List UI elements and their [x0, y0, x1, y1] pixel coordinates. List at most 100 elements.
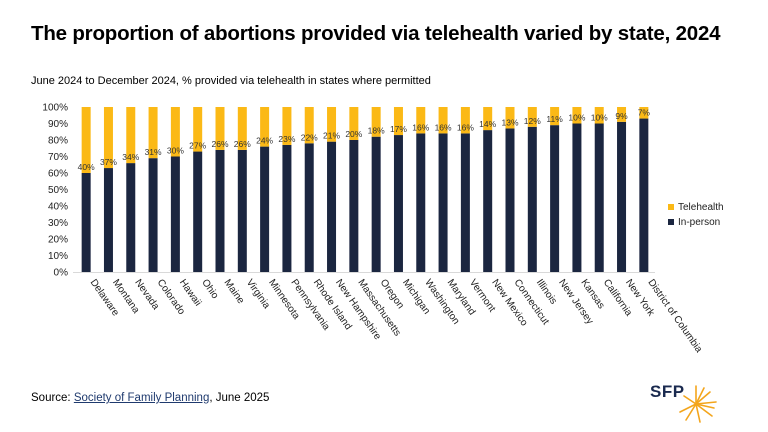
chart-title: The proportion of abortions provided via… — [31, 22, 721, 45]
bar-in-person — [170, 156, 180, 272]
y-tick-label: 0% — [54, 268, 69, 279]
bar-telehealth — [193, 107, 203, 152]
bar-in-person — [327, 141, 337, 272]
bar-in-person — [505, 128, 515, 272]
legend-swatch — [668, 204, 674, 210]
data-label: 26% — [234, 139, 251, 149]
data-label: 27% — [189, 141, 206, 151]
data-label: 23% — [278, 134, 295, 144]
bar-in-person — [193, 151, 203, 272]
bar-in-person — [393, 135, 403, 272]
bar-telehealth — [327, 107, 337, 142]
bar-telehealth — [148, 107, 158, 159]
data-label: 21% — [323, 131, 340, 141]
data-label: 10% — [591, 113, 608, 123]
bar-in-person — [371, 136, 381, 272]
bar-in-person — [527, 126, 537, 272]
bar-in-person — [103, 168, 113, 272]
bar-telehealth — [371, 107, 381, 137]
legend-swatch — [668, 219, 674, 225]
sunburst-icon — [679, 385, 717, 423]
data-label: 16% — [435, 122, 452, 132]
data-label: 37% — [100, 157, 117, 167]
bar-telehealth — [550, 107, 560, 126]
source-prefix: Source: — [31, 392, 74, 404]
y-tick-label: 50% — [48, 185, 68, 196]
bar-telehealth — [527, 107, 537, 127]
y-tick-label: 10% — [48, 251, 68, 262]
bar-in-person — [416, 133, 426, 272]
bar-in-person — [438, 133, 448, 272]
stacked-bar-chart: 0%10%20%30%40%50%60%70%80%90%100%40%Dela… — [42, 103, 724, 356]
bar-telehealth — [103, 107, 113, 169]
y-tick-label: 100% — [42, 103, 68, 114]
bar-telehealth — [126, 107, 136, 164]
bar-telehealth — [260, 107, 270, 147]
bar-telehealth — [282, 107, 292, 145]
bar-telehealth — [639, 107, 649, 119]
data-label: 11% — [546, 114, 563, 124]
data-label: 14% — [479, 119, 496, 129]
bar-telehealth — [304, 107, 314, 144]
x-tick-label: Maine — [222, 277, 247, 306]
y-tick-label: 30% — [48, 218, 68, 229]
data-label: 24% — [256, 136, 273, 146]
x-tick-label: Ohio — [199, 277, 220, 301]
bar-telehealth — [594, 107, 604, 124]
source-link[interactable]: Society of Family Planning — [73, 392, 210, 404]
bar-telehealth — [170, 107, 180, 157]
bar-telehealth — [460, 107, 470, 134]
bar-telehealth — [81, 107, 91, 173]
data-label: 22% — [301, 132, 318, 142]
data-label: 30% — [167, 146, 184, 156]
bar-in-person — [304, 143, 314, 272]
bar-in-person — [215, 149, 225, 272]
y-tick-label: 60% — [48, 169, 68, 180]
bar-in-person — [572, 123, 582, 272]
data-label: 16% — [412, 122, 429, 132]
bar-telehealth — [349, 107, 359, 140]
bar-in-person — [594, 123, 604, 272]
data-label: 31% — [145, 147, 162, 157]
data-label: 10% — [568, 113, 585, 123]
legend-label: Telehealth — [678, 202, 724, 213]
bar-in-person — [617, 121, 627, 272]
bar-in-person — [639, 118, 649, 272]
bar-telehealth — [237, 107, 247, 150]
bar-in-person — [126, 163, 136, 272]
y-tick-label: 90% — [48, 119, 68, 130]
data-label: 18% — [368, 126, 385, 136]
data-label: 16% — [457, 122, 474, 132]
data-label: 17% — [390, 124, 407, 134]
bar-telehealth — [483, 107, 493, 131]
bar-telehealth — [617, 107, 627, 122]
data-label: 26% — [211, 139, 228, 149]
bar-in-person — [81, 173, 91, 272]
bar-in-person — [260, 146, 270, 272]
bar-in-person — [282, 144, 292, 272]
legend-label: In-person — [678, 217, 720, 228]
bar-in-person — [483, 130, 493, 272]
logo-text: SFP — [650, 382, 685, 401]
bar-telehealth — [438, 107, 448, 134]
bar-in-person — [148, 158, 158, 272]
bar-telehealth — [505, 107, 515, 129]
bar-in-person — [460, 133, 470, 272]
bar-in-person — [237, 149, 247, 272]
y-tick-label: 80% — [48, 136, 68, 147]
y-tick-label: 20% — [48, 235, 68, 246]
bar-telehealth — [572, 107, 582, 124]
data-label: 13% — [501, 117, 518, 127]
data-label: 7% — [638, 108, 651, 118]
data-label: 12% — [524, 116, 541, 126]
x-tick-label: District of Columbia — [645, 277, 704, 355]
data-label: 34% — [122, 152, 139, 162]
bar-in-person — [349, 140, 359, 272]
data-label: 20% — [345, 129, 362, 139]
chart-subtitle: June 2024 to December 2024, % provided v… — [31, 75, 431, 87]
source-suffix: , June 2025 — [209, 392, 270, 404]
bar-telehealth — [215, 107, 225, 150]
data-label: 9% — [615, 111, 628, 121]
source-note: Source: Society of Family Planning, June… — [31, 392, 269, 404]
y-tick-label: 40% — [48, 202, 68, 213]
